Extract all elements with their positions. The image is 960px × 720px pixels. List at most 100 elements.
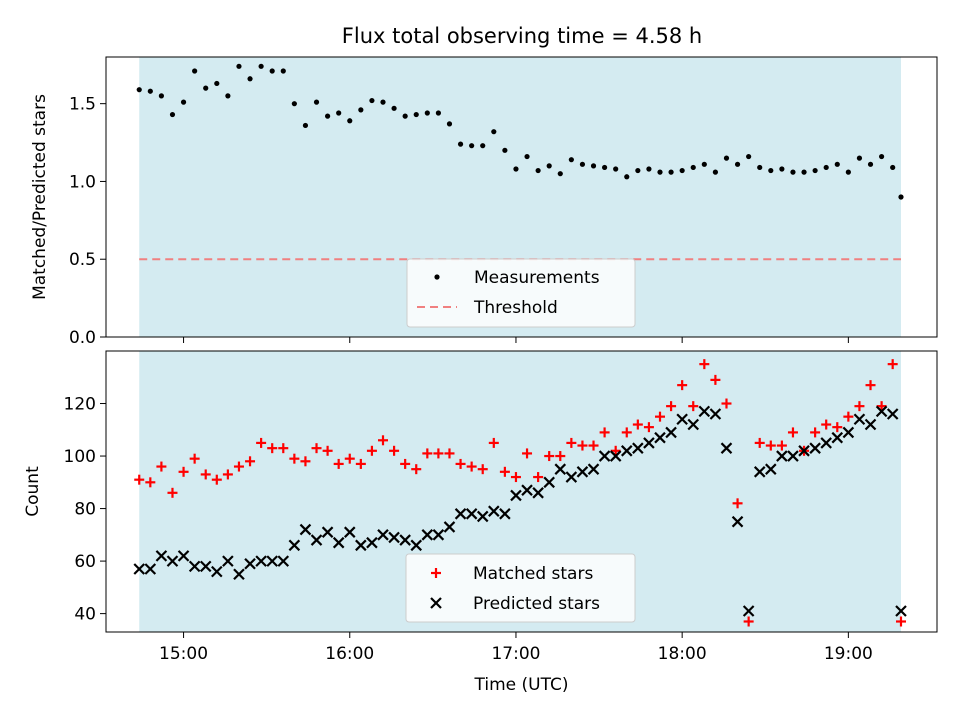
matched-stars-point	[566, 437, 577, 448]
predicted-stars-point	[233, 568, 245, 581]
y-tick-label: 1.5	[69, 95, 96, 115]
predicted-stars-point	[609, 450, 622, 462]
predicted-stars-point	[709, 408, 722, 420]
measurement-point	[269, 68, 275, 74]
matched-stars-point	[189, 453, 200, 464]
predicted-stars-point	[299, 523, 312, 536]
predicted-stars-point	[676, 413, 688, 426]
count-x-ticks: 15:00 16:00 17:00 18:00 19:00	[159, 632, 873, 664]
measurement-point	[380, 99, 386, 105]
matched-stars-point	[832, 422, 843, 433]
matched-stars-point	[233, 461, 244, 472]
measurement-point	[313, 99, 320, 105]
matched-stars-point	[765, 440, 776, 451]
measurement-point	[879, 153, 885, 160]
measurement-point	[192, 68, 198, 74]
measurement-point	[734, 161, 741, 167]
predicted-stars-point	[687, 418, 700, 431]
predicted-stars-point	[742, 605, 755, 617]
measurement-point	[590, 163, 597, 169]
matched-stars-point	[688, 401, 699, 412]
matched-stars-point	[455, 458, 466, 469]
matched-stars-point	[245, 456, 256, 467]
x-tick-label: 19:00	[824, 644, 873, 664]
predicted-stars-point	[399, 534, 411, 546]
measurement-point	[812, 167, 818, 174]
measurement-point	[834, 161, 840, 167]
matched-stars-point	[721, 398, 732, 409]
predicted-stars-point	[632, 442, 644, 454]
predicted-stars-point	[155, 550, 168, 562]
x-tick-label: 17:00	[491, 644, 540, 664]
measurement-point	[890, 164, 896, 171]
predicted-stars-point	[222, 555, 234, 567]
measurement-point	[668, 169, 674, 175]
predicted-stars-point	[875, 405, 888, 418]
matched-stars-point	[211, 474, 222, 485]
predicted-stars-point	[499, 508, 511, 520]
y-tick-label: 1.0	[69, 172, 96, 192]
predicted-stars-point	[266, 555, 278, 567]
matched-stars-point	[488, 437, 499, 448]
measurement-point	[746, 153, 752, 160]
matched-stars-point	[895, 616, 906, 627]
matched-stars-point	[200, 469, 211, 480]
predicted-stars-point	[787, 450, 799, 462]
measurement-point	[613, 166, 619, 172]
y-tick-label: 80	[74, 500, 96, 520]
matched-stars-point	[854, 401, 865, 412]
predicted-stars-point	[377, 529, 389, 541]
count-marks	[133, 359, 907, 627]
measurement-point	[856, 155, 863, 161]
measurement-point	[236, 63, 242, 69]
predicted-stars-point	[620, 445, 633, 457]
matched-stars-point	[821, 419, 832, 430]
matched-stars-point	[743, 616, 754, 627]
predicted-stars-point	[321, 526, 334, 538]
predicted-stars-point	[166, 555, 179, 567]
predicted-stars-point	[288, 539, 301, 552]
predicted-stars-point	[731, 515, 744, 528]
x-tick-label: 18:00	[658, 644, 707, 664]
predicted-stars-point	[476, 510, 489, 523]
measurement-point	[491, 129, 497, 135]
matched-stars-point	[499, 466, 510, 477]
predicted-stars-point	[244, 557, 256, 570]
predicted-stars-point	[864, 418, 877, 431]
measurement-point	[712, 169, 719, 175]
matched-stars-point	[666, 401, 677, 412]
measurement-point	[513, 166, 519, 172]
predicted-stars-point	[532, 487, 544, 499]
measurement-point	[690, 164, 696, 171]
predicted-stars-point	[255, 555, 267, 567]
count-axes-frame	[105, 350, 938, 633]
y-tick-label: 40	[74, 605, 96, 625]
measurement-point	[291, 101, 297, 107]
matched-stars-point	[378, 435, 388, 446]
matched-stars-point	[333, 458, 344, 469]
measurement-point	[169, 111, 176, 118]
measurement-point	[845, 169, 851, 175]
predicted-stars-point	[895, 605, 907, 617]
predicted-stars-point	[776, 450, 788, 462]
predicted-stars-point	[543, 476, 555, 489]
measurement-point	[180, 99, 187, 105]
legend-predicted-label: Predicted stars	[473, 594, 600, 614]
measurement-point	[391, 105, 397, 111]
matched-stars-point	[256, 437, 267, 448]
matched-stars-point	[588, 440, 599, 451]
predicted-stars-point	[366, 536, 378, 549]
measurement-point	[214, 80, 220, 87]
predicted-stars-point	[853, 413, 866, 426]
measurement-point	[280, 68, 286, 74]
matched-stars-point	[134, 474, 145, 485]
predicted-stars-point	[643, 437, 655, 449]
predicted-stars-point	[410, 539, 423, 552]
matched-stars-point	[411, 464, 422, 475]
predicted-stars-point	[565, 471, 578, 483]
predicted-stars-point	[753, 466, 766, 478]
predicted-stars-point	[144, 563, 157, 575]
measurement-point	[369, 97, 375, 104]
matched-stars-point	[843, 411, 854, 422]
measurement-point	[635, 167, 641, 174]
